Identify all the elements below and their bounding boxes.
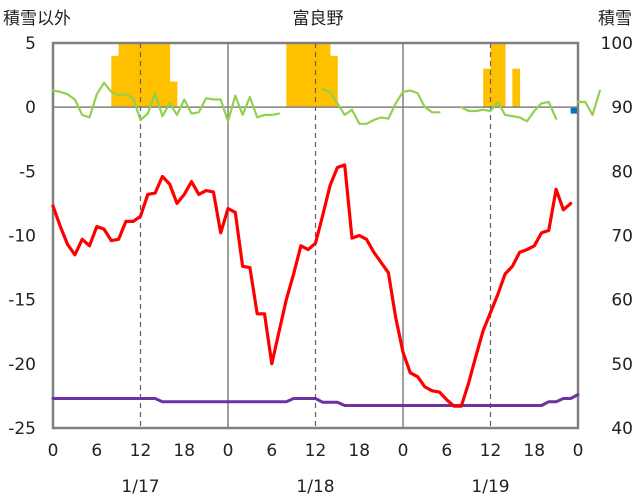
date-label: 1/19 (471, 477, 509, 497)
x-tick-label: 6 (266, 441, 277, 461)
snowfall-bar (512, 68, 521, 108)
left-tick-label: -10 (8, 227, 36, 247)
x-tick-label: 18 (173, 441, 195, 461)
right-tick-label: 40 (611, 419, 633, 439)
left-axis-ticks: 5 0 -5 -10 -15 -20 -25 (8, 34, 36, 439)
snowfall-bar (330, 55, 338, 108)
x-tick-label: 0 (48, 441, 59, 461)
right-axis-ticks: 100 90 80 70 60 50 40 (601, 34, 633, 439)
date-label: 1/17 (121, 477, 159, 497)
x-tick-label: 0 (573, 441, 584, 461)
green-series-line (576, 89, 602, 117)
date-labels: 1/17 1/18 1/19 (121, 477, 509, 497)
x-axis-ticks: 0 6 12 18 0 6 12 18 0 6 12 18 0 (48, 441, 584, 461)
x-tick-label: 12 (480, 441, 502, 461)
x-tick-label: 0 (398, 441, 409, 461)
x-tick-label: 12 (305, 441, 327, 461)
date-label: 1/18 (296, 477, 334, 497)
snowfall-bar (147, 43, 156, 108)
left-tick-label: -20 (8, 355, 36, 375)
right-tick-label: 60 (611, 291, 633, 311)
snowfall-bar (300, 43, 309, 108)
right-tick-label: 70 (611, 227, 633, 247)
x-tick-label: 12 (130, 441, 152, 461)
series-lines (51, 81, 602, 408)
left-tick-label: -15 (8, 291, 36, 311)
snowfall-bar (497, 43, 506, 108)
x-tick-label: 0 (223, 441, 234, 461)
chart-title: 富良野 (293, 9, 344, 29)
left-tick-label: 0 (25, 98, 36, 118)
snowfall-bar (140, 43, 149, 108)
plot-frame (51, 41, 580, 430)
snowfall-bar (483, 68, 491, 108)
x-tick-label: 6 (91, 441, 102, 461)
snowfall-bar (308, 43, 316, 108)
snow-depth-line (51, 393, 580, 407)
right-tick-label: 90 (611, 98, 633, 118)
right-tick-label: 50 (611, 355, 633, 375)
grid-lines (53, 43, 578, 428)
snowfall-bar (111, 55, 120, 108)
snowfall-bar (169, 81, 178, 108)
snowfall-bar (118, 43, 127, 108)
snowfall-bar (133, 43, 141, 108)
green-series-line (460, 100, 558, 123)
left-tick-label: 5 (25, 34, 36, 54)
temperature-line (51, 163, 573, 408)
snowfall-bar (293, 43, 302, 108)
snowfall-bar (155, 43, 163, 108)
right-tick-label: 100 (601, 34, 633, 54)
green-series-line (321, 88, 441, 125)
green-series-line (51, 81, 281, 123)
x-tick-label: 18 (348, 441, 370, 461)
plot-border (51, 41, 580, 430)
left-tick-label: -25 (8, 419, 36, 439)
snowfall-bars (111, 43, 579, 114)
left-axis-label: 積雪以外 (3, 9, 71, 29)
left-tick-label: -5 (19, 162, 36, 182)
right-axis-label: 積雪 (598, 9, 632, 29)
x-tick-label: 6 (441, 441, 452, 461)
snowfall-bar (322, 43, 331, 108)
negative-bar (570, 107, 579, 114)
right-tick-label: 80 (611, 162, 633, 182)
x-tick-label: 18 (523, 441, 545, 461)
snowfall-bar (286, 43, 295, 108)
snowfall-bar (125, 43, 134, 108)
snowfall-bar (315, 43, 324, 108)
snowfall-bar (490, 43, 499, 108)
snowfall-bar (162, 43, 171, 108)
